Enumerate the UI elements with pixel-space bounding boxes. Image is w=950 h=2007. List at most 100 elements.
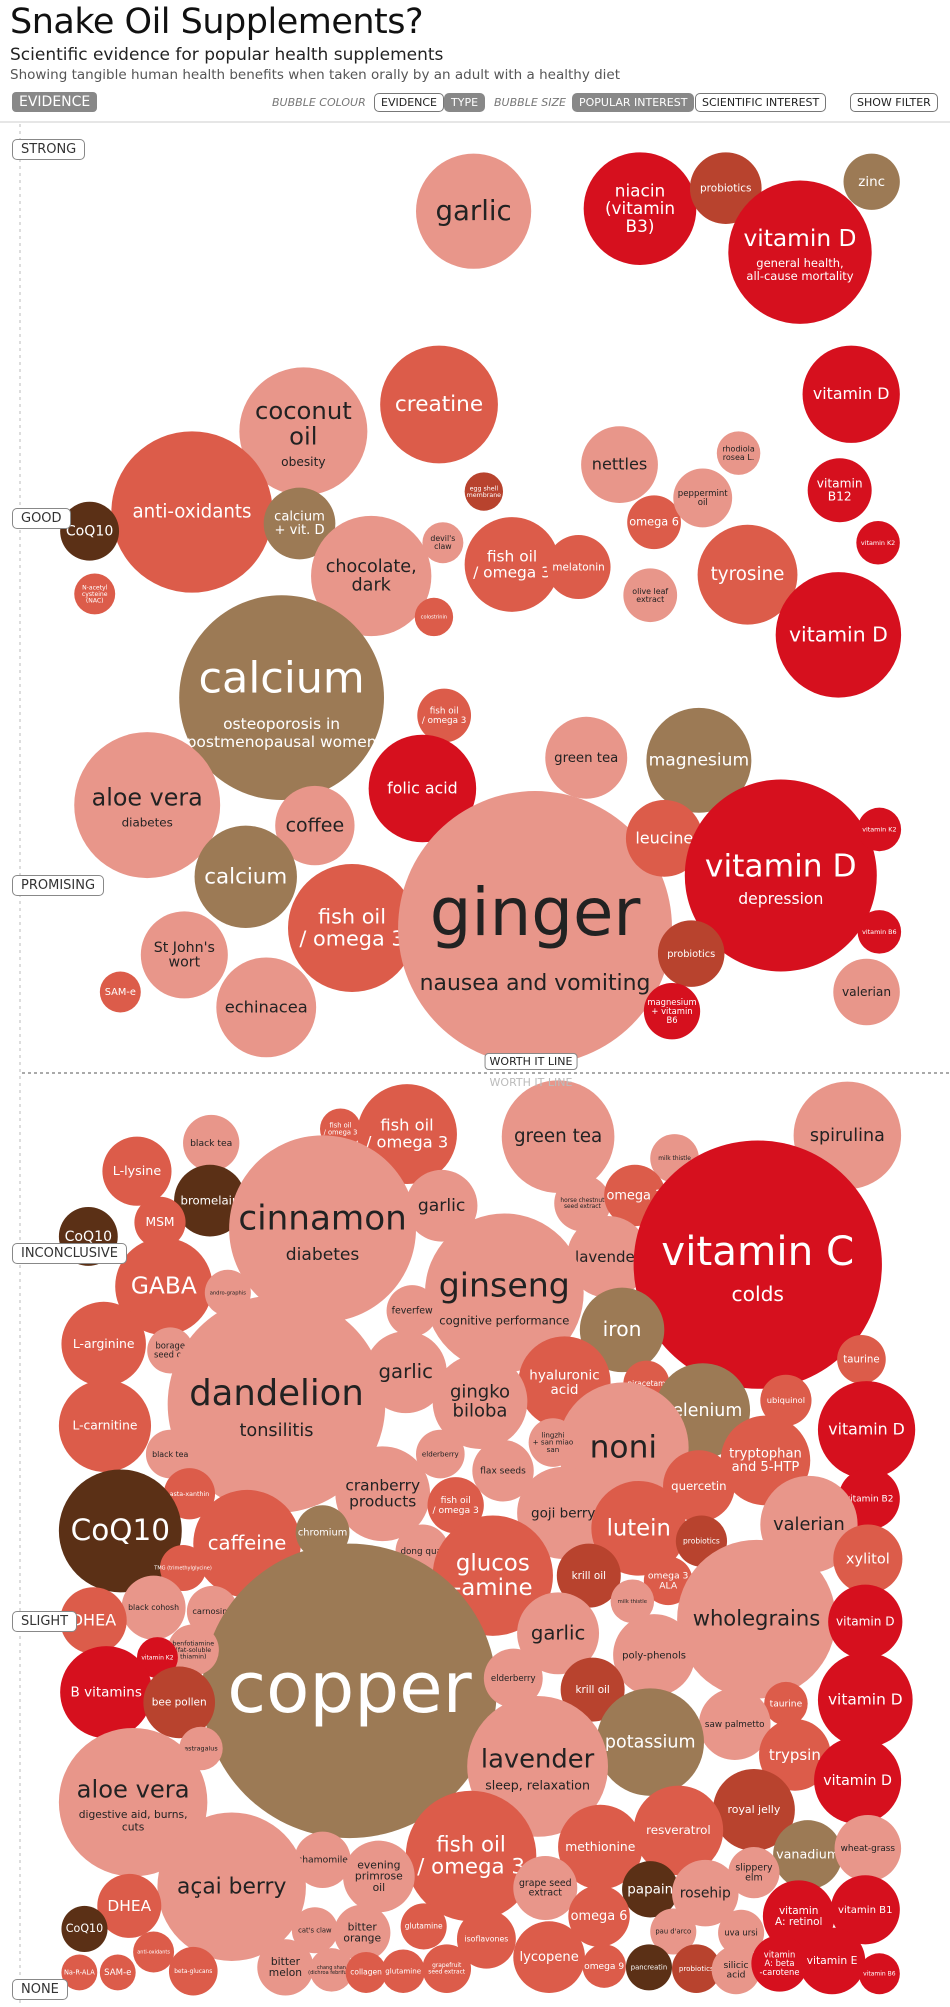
bubble xyxy=(623,568,678,623)
size-option[interactable]: POPULAR INTEREST xyxy=(572,93,695,112)
bubble xyxy=(764,1681,808,1726)
bubble-label: oil xyxy=(373,1881,386,1894)
bubble-label: / omega 3 xyxy=(366,1133,448,1152)
bubble-label: vitamin K2 xyxy=(861,539,895,547)
bubble-label: wort xyxy=(168,955,200,971)
bubble-label: / omega 3 xyxy=(473,563,551,581)
colour-option[interactable]: EVIDENCE xyxy=(374,93,444,112)
bubble-label: / omega 3 xyxy=(417,1855,525,1880)
bubble-label: garlic xyxy=(531,1621,585,1644)
bubble-label: DHEA xyxy=(107,1897,151,1915)
bubble xyxy=(711,1945,761,1995)
bubble xyxy=(689,152,762,224)
bubble-label: saw palmetto xyxy=(705,1720,765,1730)
bubble-sublabel: general health, xyxy=(756,256,843,270)
bubble xyxy=(581,426,658,504)
bubble-label: probiotics xyxy=(700,182,751,194)
title: Snake Oil Supplements? xyxy=(10,2,424,42)
bubble-label: / omega 3 xyxy=(422,716,467,726)
bubble xyxy=(517,1592,600,1675)
bubble-label: fish oil xyxy=(380,1115,433,1134)
bubble-label: peppermint xyxy=(678,489,729,499)
bubble-label: L-lysine xyxy=(113,1163,162,1178)
bubble-label: DHEA xyxy=(71,1610,116,1629)
bubble xyxy=(501,1080,615,1193)
bubble-label: biloba xyxy=(453,1400,508,1421)
bubble-label: elm xyxy=(745,1872,763,1883)
bubble xyxy=(643,1556,693,1606)
bubble-label: claw xyxy=(434,542,452,551)
bubble-label: spirulina xyxy=(810,1126,885,1146)
bubble xyxy=(775,572,902,698)
bubble-label: quercetin xyxy=(671,1479,726,1493)
bubble-label: wheat-grass xyxy=(841,1844,896,1854)
bubble-sublabel: nausea and vomiting xyxy=(420,971,651,996)
bubble-label: elderberry xyxy=(422,1449,459,1458)
bubble xyxy=(798,1927,866,1995)
bubble-label: magnesium xyxy=(647,997,696,1007)
bubble-label: green tea xyxy=(514,1126,602,1147)
bubble-label: products xyxy=(349,1493,416,1511)
bubble-label: vitamin K2 xyxy=(862,826,896,834)
bubble-label: carnosine xyxy=(192,1606,232,1616)
bubble xyxy=(74,573,116,615)
bubble xyxy=(828,1584,903,1659)
bubble xyxy=(513,1856,578,1920)
bubble-label: melatonin xyxy=(552,561,604,573)
colour-option[interactable]: TYPE xyxy=(444,93,486,112)
filter-button[interactable]: SHOW FILTER xyxy=(850,93,938,112)
bubble xyxy=(311,515,432,637)
bubble-label: cat's claw xyxy=(298,1926,332,1934)
bubble xyxy=(545,716,628,799)
bubble-label: rosea L. xyxy=(723,453,755,462)
bubble-label: + san miao xyxy=(533,1438,574,1447)
bubble xyxy=(633,1785,724,1876)
bubble-label: and 5-HTP xyxy=(732,1460,800,1475)
bubble-label: black tea xyxy=(152,1450,188,1459)
bubble xyxy=(416,153,532,269)
bubble-label: coconut xyxy=(255,396,352,425)
bubble-label: dong quai xyxy=(400,1547,444,1557)
bubble xyxy=(817,1381,916,1479)
bubble xyxy=(657,920,725,987)
bubble-label: cranberry xyxy=(345,1477,420,1495)
bubble xyxy=(582,1944,626,1988)
bubble-label: CoQ10 xyxy=(65,1229,113,1245)
bubble-label: vitamin D xyxy=(836,1615,895,1629)
bubble xyxy=(814,1736,902,1824)
bubble-label: (dichroa febrifuga) xyxy=(308,1970,355,1976)
bubble xyxy=(60,501,120,561)
bubble-label: primrose xyxy=(355,1870,403,1883)
evidence-level: STRONG xyxy=(12,139,86,161)
bubble-label: trypsin xyxy=(769,1746,821,1764)
bubble xyxy=(817,1652,913,1748)
evidence-level: PROMISING xyxy=(12,875,105,897)
bubble-label: zinc xyxy=(858,174,885,190)
bubble-label: B6 xyxy=(666,1015,677,1025)
bubble-label: caffeine xyxy=(208,1532,287,1555)
bubble-label: probiotics xyxy=(679,1964,714,1973)
bubble-label: valerian xyxy=(842,985,891,999)
bubble-label: omega 3 xyxy=(648,1571,689,1582)
size-option[interactable]: SCIENTIFIC INTEREST xyxy=(695,93,827,112)
bubble xyxy=(807,458,872,523)
bubble-label: pau d'arco xyxy=(655,1928,691,1936)
bubble xyxy=(386,1285,438,1337)
bubble xyxy=(837,1335,886,1384)
bubble-label: vitamin E xyxy=(807,1954,858,1967)
bubble xyxy=(291,1907,338,1954)
bubble-label: wholegrains xyxy=(693,1606,821,1631)
bubble-label: probiotics xyxy=(683,1536,720,1545)
bubble-label: tryptophan xyxy=(729,1446,802,1461)
bubble xyxy=(857,910,902,954)
bubble xyxy=(833,1524,903,1594)
bubble-label: probiotics xyxy=(667,949,715,960)
evidence-tag: EVIDENCE xyxy=(12,92,98,112)
bubble xyxy=(728,180,872,324)
bubble xyxy=(381,1949,425,1993)
bubble xyxy=(160,1544,207,1592)
bubble-label: CoQ10 xyxy=(66,1922,103,1935)
bubble xyxy=(591,1480,687,1576)
bubble-label: methionine xyxy=(565,1839,635,1854)
